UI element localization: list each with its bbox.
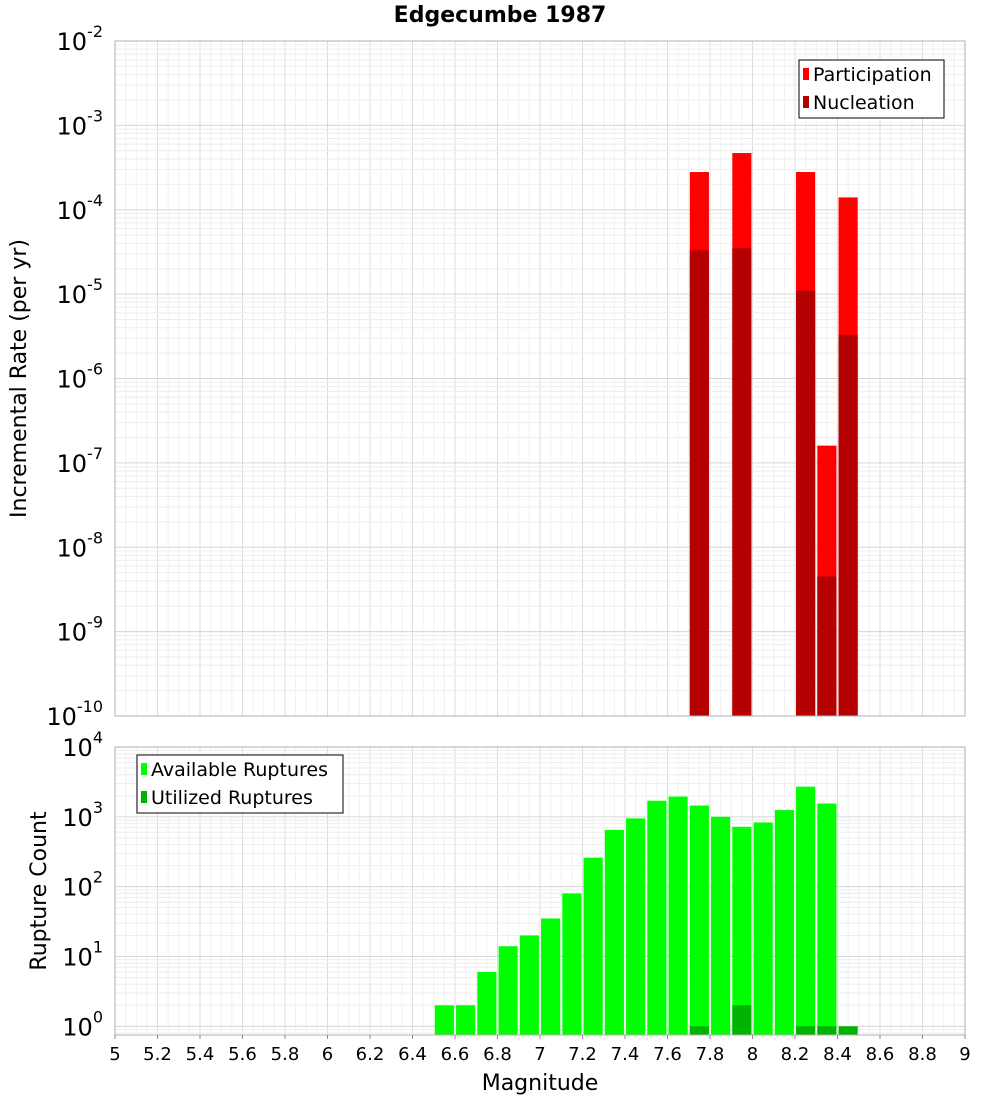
available-ruptures-bar <box>753 822 773 1035</box>
y-tick-label: 10-7 <box>57 444 104 478</box>
x-tick-label: 8.6 <box>866 1044 895 1065</box>
x-tick-label: 8.2 <box>781 1044 810 1065</box>
available-ruptures-bar <box>498 946 518 1035</box>
legend-label: Participation <box>813 64 932 86</box>
available-ruptures-bar <box>732 826 752 1035</box>
utilized-ruptures-bar <box>838 1026 858 1035</box>
legend-label: Utilized Ruptures <box>151 787 313 809</box>
available-ruptures-bar <box>434 1005 454 1035</box>
available-ruptures-bar <box>541 918 561 1035</box>
x-tick-label: 7.6 <box>653 1044 682 1065</box>
y-tick-label: 10-9 <box>57 613 104 647</box>
available-ruptures-bar <box>817 803 837 1035</box>
nucleation-bar <box>732 248 752 717</box>
utilized-ruptures-bar <box>796 1026 816 1035</box>
y-tick-label: 10-3 <box>57 106 104 140</box>
x-tick-label: 7.2 <box>568 1044 597 1065</box>
legend-box <box>798 59 945 119</box>
x-tick-label: 8.4 <box>823 1044 852 1065</box>
legend-swatch <box>803 68 809 80</box>
y-tick-label: 103 <box>62 798 103 832</box>
available-ruptures-bar <box>668 796 688 1035</box>
y-tick-label: 10-8 <box>57 528 104 562</box>
available-ruptures-bar <box>647 800 667 1035</box>
x-axis-label: Magnitude <box>482 1071 599 1096</box>
legend-swatch <box>141 791 147 803</box>
x-tick-label: 6.4 <box>398 1044 427 1065</box>
x-tick-label: 6 <box>322 1044 333 1065</box>
available-ruptures-bar <box>796 786 816 1035</box>
available-ruptures-bar <box>774 810 794 1035</box>
nucleation-bar <box>689 250 709 717</box>
available-ruptures-bar <box>477 971 497 1035</box>
x-tick-label: 7.8 <box>696 1044 725 1065</box>
nucleation-bar <box>838 334 858 716</box>
utilized-ruptures-bar <box>689 1026 709 1035</box>
available-ruptures-bar <box>583 857 603 1035</box>
legend-label: Nucleation <box>813 92 915 114</box>
y-tick-label: 10-10 <box>46 697 103 731</box>
available-ruptures-bar <box>711 816 731 1035</box>
utilized-ruptures-bar <box>732 1005 752 1035</box>
available-ruptures-bar <box>519 935 539 1035</box>
available-ruptures-bar <box>604 829 624 1035</box>
nucleation-bar <box>817 576 837 716</box>
x-tick-label: 7.4 <box>611 1044 640 1065</box>
legend-label: Available Ruptures <box>151 759 328 781</box>
legend-swatch <box>803 96 809 108</box>
count-panel: 100 101 102 103 104 Rupture Count Available Ru… <box>27 728 966 1041</box>
y-tick-label: 10-5 <box>57 275 104 309</box>
x-tick-label: 8.8 <box>908 1044 937 1065</box>
y-tick-label: 10-4 <box>57 191 104 225</box>
legend-swatch <box>141 763 147 775</box>
x-tick-label: 6.2 <box>356 1044 385 1065</box>
x-tick-label: 7 <box>534 1044 545 1065</box>
y-tick-label: 104 <box>62 728 103 762</box>
utilized-ruptures-bar <box>817 1026 837 1035</box>
available-ruptures-bar <box>626 818 646 1035</box>
x-tick-label: 5.4 <box>186 1044 215 1065</box>
y-tick-label: 10-6 <box>57 360 104 394</box>
legend: Participation Nucleation <box>798 59 945 119</box>
x-tick-label: 5.6 <box>228 1044 257 1065</box>
plot-border <box>114 40 966 717</box>
x-tick-label: 5.2 <box>143 1044 172 1065</box>
x-tick-label: 8 <box>747 1044 758 1065</box>
x-tick-label: 6.6 <box>441 1044 470 1065</box>
y-axis-label: Incremental Rate (per yr) <box>7 239 32 518</box>
rate-panel: 10-10 10-9 10-8 10-7 10-6 10-5 10-4 10-3 10-2 Inc… <box>7 22 966 731</box>
x-tick-label: 9 <box>959 1044 970 1065</box>
available-ruptures-bar <box>456 1005 476 1035</box>
available-ruptures-bar <box>562 893 582 1035</box>
chart-title: Edgecumbe 1987 <box>394 3 607 28</box>
available-ruptures-bar <box>689 805 709 1035</box>
x-tick-label: 5.8 <box>271 1044 300 1065</box>
x-tick-label: 5 <box>109 1044 120 1065</box>
y-tick-label: 100 <box>62 1007 103 1041</box>
x-axis: 5 5.2 5.4 5.6 5.8 6 6.2 6.4 6.6 6.8 7 7.2 7.4 7.6 7.8 8… <box>109 1035 971 1065</box>
nucleation-bar <box>796 290 816 716</box>
legend: Available Ruptures Utilized Ruptures <box>136 754 344 814</box>
y-tick-label: 102 <box>62 868 103 902</box>
y-tick-label: 101 <box>62 937 103 971</box>
y-axis-label: Rupture Count <box>27 811 52 971</box>
x-tick-label: 6.8 <box>483 1044 512 1065</box>
legend-box <box>136 754 344 814</box>
y-tick-label: 10-2 <box>57 22 104 56</box>
